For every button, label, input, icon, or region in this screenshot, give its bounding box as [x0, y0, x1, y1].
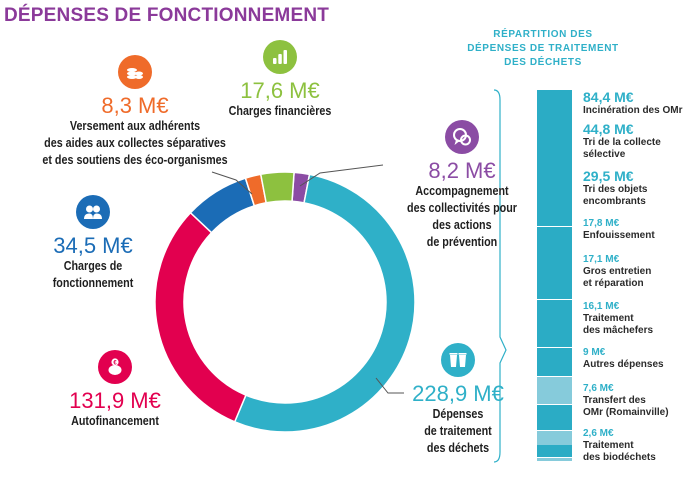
donut-slice-dechets [233, 173, 416, 433]
category-versement: 8,3 M€ Versement aux adhérents des aides… [25, 55, 245, 169]
breakdown-value: 17,8 M€ [583, 218, 620, 229]
coins-stack-icon [118, 55, 152, 89]
label-charges-financieres: Charges financières [228, 104, 332, 118]
value-charges-fonctionnement: 34,5 M€ [53, 233, 133, 258]
value-autofinancement: 131,9 M€ [69, 388, 161, 413]
breakdown-label: Tri des objets encombrants [583, 184, 648, 207]
label-charges-fonctionnement: Charges de fonctionnement [52, 259, 134, 290]
category-autofinancement: € 131,9 M€ Autofinancement [40, 350, 190, 430]
breakdown-value: 44,8 M€ [583, 121, 634, 137]
breakdown-bracket [493, 89, 507, 463]
people-icon [76, 195, 110, 229]
breakdown-label: Incinération des OMr [583, 105, 683, 116]
bar-segment-7 [537, 430, 572, 445]
value-charges-financieres: 17,6 M€ [240, 78, 320, 103]
category-dechets: 228,9 M€ Dépenses de traitement des déch… [398, 343, 518, 457]
bar-segment-1 [537, 90, 572, 227]
label-versement: Versement aux adhérents des aides aux co… [42, 119, 228, 167]
breakdown-value: 9 M€ [583, 347, 606, 358]
bar-chart-icon [263, 40, 297, 74]
donut-slice-charges-financieres [259, 171, 295, 204]
breakdown-label: Tri de la collecte sélective [583, 137, 661, 160]
leader-lines [211, 89, 507, 463]
bar-segment-4 [537, 347, 572, 377]
label-dechets: Dépenses de traitement des déchets [424, 407, 492, 455]
breakdown-label: Traitement des biodéchets [583, 440, 656, 463]
label-autofinancement: Autofinancement [71, 414, 159, 428]
bar-segment-5 [537, 376, 572, 404]
category-charges-fonctionnement: 34,5 M€ Charges de fonctionnement [18, 195, 168, 292]
value-accompagnement: 8,2 M€ [428, 158, 496, 183]
breakdown-label: Autres dépenses [583, 359, 664, 370]
speech-bubble-icon [445, 120, 479, 154]
svg-text:€: € [113, 360, 117, 366]
bar-segment-3 [537, 299, 572, 348]
category-charges-financieres: 17,6 M€ Charges financières [215, 40, 345, 120]
breakdown-item-9: 2,6 M€ Traitement des biodéchets [583, 428, 698, 464]
breakdown-value: 17,1 M€ [583, 254, 620, 265]
value-versement: 8,3 M€ [101, 93, 169, 118]
breakdown-value: 84,4 M€ [583, 89, 634, 105]
bar-segment-8 [537, 445, 572, 457]
breakdown-label: Traitement des mâchefers [583, 313, 654, 336]
piggy-bank-euro-icon: € [98, 350, 132, 384]
leader-line-accompagnement [299, 164, 384, 187]
value-dechets: 228,9 M€ [412, 381, 504, 406]
breakdown-label: Gros entretien et réparation [583, 266, 652, 289]
breakdown-item-5: 17,1 M€ Gros entretien et réparation [583, 254, 698, 290]
category-accompagnement: 8,2 M€ Accompagnement des collectivités … [392, 120, 532, 251]
bar-segment-9 [537, 457, 572, 462]
leader-line-dechets [375, 377, 404, 394]
breakdown-item-4: 17,8 M€ Enfouissement [583, 218, 698, 242]
breakdown-item-3: 29,5 M€ Tri des objets encombrants [583, 169, 698, 208]
breakdown-item-2: 44,8 M€ Tri de la collecte sélective [583, 122, 698, 161]
breakdown-item-1: 84,4 M€ Incinération des OMr [583, 90, 698, 117]
page-title: DÉPENSES DE FONCTIONNEMENT [4, 5, 330, 26]
recycling-bins-icon [441, 343, 475, 377]
breakdown-value: 29,5 M€ [583, 168, 634, 184]
stacked-bar [537, 90, 572, 462]
breakdown-label: Enfouissement [583, 230, 655, 241]
leader-line-versement [211, 171, 253, 195]
breakdown-item-6: 16,1 M€ Traitement des mâchefers [583, 301, 698, 337]
breakdown-item-7: 9 M€ Autres dépenses [583, 347, 698, 371]
breakdown-value: 16,1 M€ [583, 301, 620, 312]
bar-segment-2 [537, 227, 572, 300]
donut-slices [154, 171, 416, 433]
breakdown-title: RÉPARTITION DES DÉPENSES DE TRAITEMENT D… [467, 29, 619, 68]
breakdown-value: 2,6 M€ [583, 428, 614, 439]
breakdown-label: Transfert des OMr (Romainville) [583, 395, 669, 418]
label-accompagnement: Accompagnement des collectivités pour de… [407, 184, 517, 249]
bar-segment-6 [537, 404, 572, 430]
breakdown-value: 7,6 M€ [583, 383, 614, 394]
breakdown-item-8: 7,6 M€ Transfert des OMr (Romainville) [583, 383, 698, 419]
